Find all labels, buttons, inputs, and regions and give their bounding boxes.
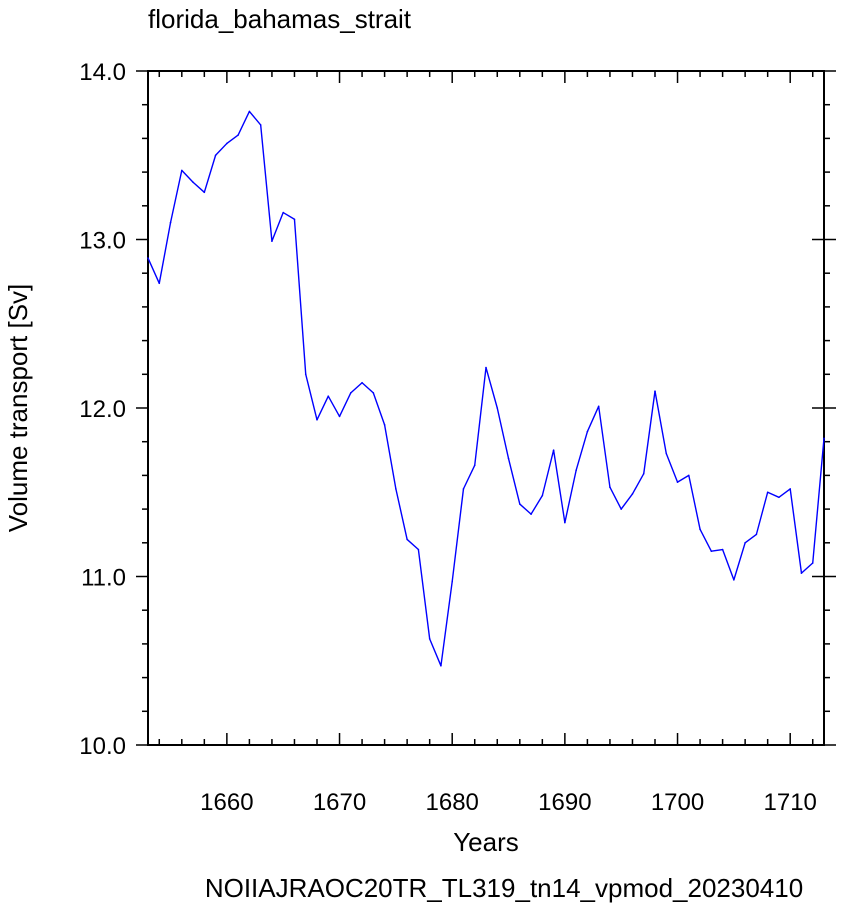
data-point	[620, 508, 622, 510]
x-axis-label: Years	[453, 827, 519, 857]
data-point	[631, 493, 634, 495]
data-point	[259, 124, 262, 126]
data-point	[428, 638, 431, 640]
data-point	[214, 154, 217, 157]
x-tick-label: 1670	[313, 789, 366, 816]
data-point	[688, 474, 690, 477]
y-tick-label: 12.0	[79, 396, 126, 423]
x-tick-label: 1680	[426, 789, 479, 816]
data-point	[327, 395, 330, 398]
data-point	[462, 488, 465, 490]
data-point	[440, 665, 442, 667]
y-tick-label: 13.0	[79, 228, 126, 255]
data-point	[766, 491, 769, 494]
y-tick-label: 14.0	[79, 59, 126, 86]
data-point	[642, 472, 645, 475]
chart-title: florida_bahamas_strait	[148, 4, 412, 34]
data-point	[530, 513, 532, 515]
axis-tick-labels: 1660 1670 1680 1690 1700 1710 10.0 11.0 12.0 13.0…	[79, 59, 817, 816]
x-tick-label: 1700	[651, 789, 704, 816]
y-tick-label: 11.0	[81, 565, 126, 592]
data-point	[823, 437, 825, 440]
data-point	[811, 562, 814, 564]
data-point	[789, 488, 791, 490]
data-point	[665, 452, 668, 455]
data-point	[721, 548, 724, 551]
data-point	[406, 538, 408, 541]
data-point	[586, 430, 589, 433]
y-tick-label: 10.0	[79, 733, 126, 760]
x-tick-label: 1660	[200, 789, 253, 816]
data-point	[226, 142, 228, 145]
data-point	[485, 366, 487, 369]
x-tick-label: 1690	[538, 789, 591, 816]
data-point	[654, 390, 656, 392]
axis-ticks	[136, 70, 836, 746]
data-point	[383, 424, 386, 426]
data-point	[575, 469, 577, 472]
data-point	[564, 521, 566, 524]
data-point	[293, 218, 296, 221]
y-axis-label: Volume transport [Sv]	[3, 284, 33, 533]
data-point	[699, 528, 701, 531]
data-point	[304, 373, 307, 376]
data-point	[744, 542, 746, 544]
data-point	[778, 496, 780, 499]
data-point	[237, 134, 239, 136]
data-point	[519, 503, 521, 505]
data-point	[507, 457, 510, 460]
data-point	[417, 548, 420, 551]
series-line	[147, 110, 825, 667]
data-point	[473, 464, 476, 467]
x-tick-label: 1710	[764, 789, 817, 816]
plot-frame	[147, 70, 825, 746]
data-point	[395, 488, 397, 490]
data-point	[597, 405, 600, 408]
data-point	[800, 572, 803, 574]
data-point	[496, 407, 499, 409]
data-point	[541, 494, 544, 497]
data-point	[710, 550, 713, 553]
data-point	[282, 211, 285, 214]
data-point	[181, 169, 183, 172]
data-point	[733, 579, 735, 581]
data-point	[372, 392, 375, 394]
data-point	[338, 415, 341, 418]
footer-label: NOIIAJRAOC20TR_TL319_tn14_vpmod_20230410	[205, 873, 803, 903]
data-point	[158, 282, 161, 285]
data-point	[192, 181, 194, 184]
data-point	[609, 486, 611, 488]
data-point	[169, 221, 172, 224]
data-point	[350, 392, 352, 394]
data-point	[147, 257, 149, 259]
data-point	[361, 381, 363, 384]
data-point	[451, 580, 454, 583]
data-point	[271, 240, 273, 242]
data-point	[316, 418, 318, 421]
data-point	[248, 110, 251, 113]
data-points	[147, 110, 825, 667]
data-point	[676, 481, 679, 483]
data-point	[552, 449, 555, 451]
data-point	[755, 533, 758, 536]
data-point	[203, 191, 206, 194]
